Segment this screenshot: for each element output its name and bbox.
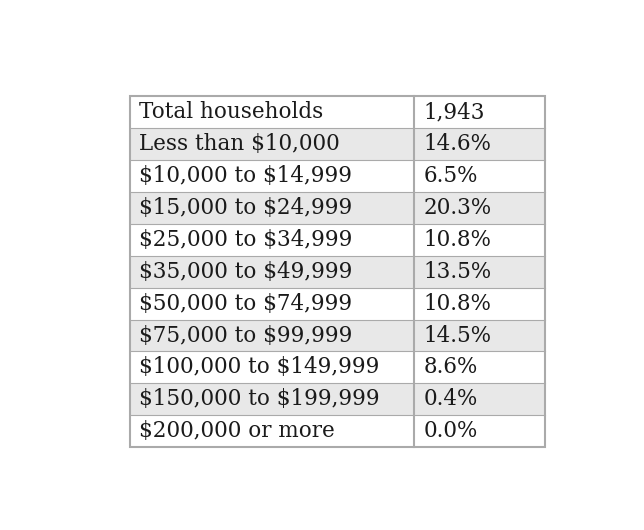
Text: 10.8%: 10.8%: [423, 229, 491, 251]
Bar: [130, 160, 545, 192]
Bar: [130, 320, 545, 351]
Text: 14.6%: 14.6%: [423, 133, 491, 155]
Bar: [130, 288, 545, 320]
Text: 13.5%: 13.5%: [423, 261, 491, 282]
Text: 1,943: 1,943: [423, 101, 485, 123]
Text: $25,000 to $34,999: $25,000 to $34,999: [139, 229, 353, 251]
Text: $50,000 to $74,999: $50,000 to $74,999: [139, 293, 352, 315]
Text: Total households: Total households: [139, 101, 324, 123]
Text: $35,000 to $49,999: $35,000 to $49,999: [139, 261, 353, 282]
Bar: [130, 128, 545, 160]
Bar: [130, 256, 545, 288]
Text: $200,000 or more: $200,000 or more: [139, 420, 335, 442]
Text: $100,000 to $149,999: $100,000 to $149,999: [139, 357, 380, 378]
Bar: [130, 96, 545, 128]
Text: $150,000 to $199,999: $150,000 to $199,999: [139, 388, 380, 410]
Text: Less than $10,000: Less than $10,000: [139, 133, 340, 155]
Bar: [130, 224, 545, 256]
Bar: [130, 192, 545, 224]
Text: 6.5%: 6.5%: [423, 165, 478, 187]
Bar: [130, 416, 545, 447]
Text: 0.0%: 0.0%: [423, 420, 478, 442]
Bar: [130, 351, 545, 383]
Text: $10,000 to $14,999: $10,000 to $14,999: [139, 165, 352, 187]
Text: 10.8%: 10.8%: [423, 293, 491, 315]
Text: 0.4%: 0.4%: [423, 388, 478, 410]
Text: 20.3%: 20.3%: [423, 197, 491, 219]
Text: $75,000 to $99,999: $75,000 to $99,999: [139, 324, 353, 347]
Text: 14.5%: 14.5%: [423, 324, 491, 347]
Text: $15,000 to $24,999: $15,000 to $24,999: [139, 197, 353, 219]
Text: 8.6%: 8.6%: [423, 357, 478, 378]
Bar: [130, 383, 545, 416]
